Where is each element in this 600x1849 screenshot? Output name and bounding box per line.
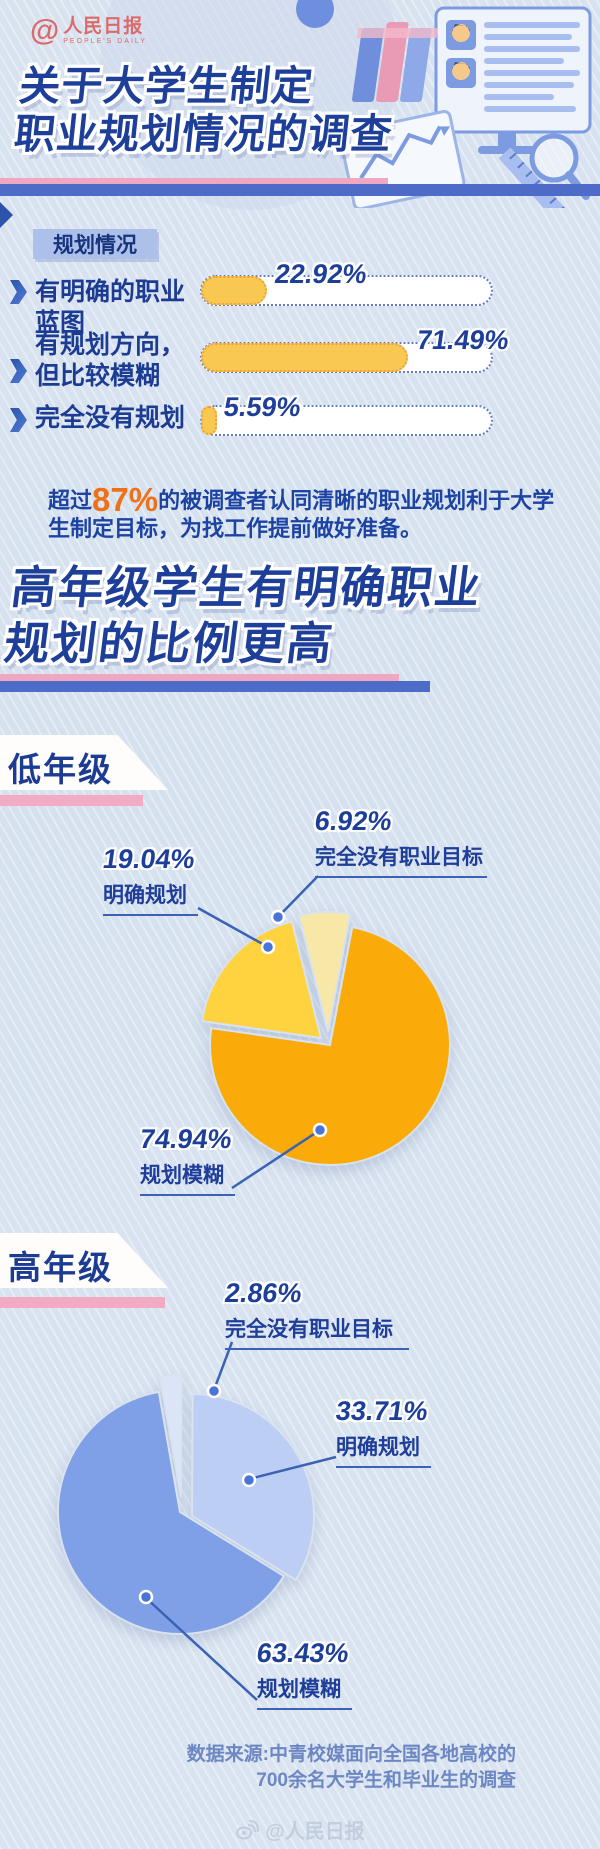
- bar-track: [200, 275, 493, 306]
- status-badge: 规划情况: [33, 229, 157, 259]
- section-divider-blue: [0, 681, 430, 692]
- monitor-icon: [434, 6, 592, 154]
- bar-row: 有明确的职业蓝图 22.92%: [0, 259, 600, 337]
- pie-value: 6.92%: [312, 806, 394, 836]
- group-underline-senior: [0, 1297, 165, 1308]
- pie-slice-name: 完全没有职业目标: [315, 846, 483, 869]
- logo-name: 人民日报: [63, 16, 144, 37]
- bar-row: 完全没有规划 5.59%: [0, 392, 600, 464]
- pie-value: 33.71%: [333, 1396, 430, 1426]
- pie-value: 74.94%: [137, 1124, 234, 1154]
- callout-text: 超过87%的被调查者认同清晰的职业规划利于大学生制定目标，为找工作提前做好准备。: [48, 483, 563, 543]
- pie-value: 63.43%: [254, 1638, 351, 1668]
- header-illustration: [338, 6, 592, 208]
- callout-highlight: 87%: [92, 481, 159, 518]
- bar-track: [200, 405, 493, 436]
- section-heading-line1: 高年级学生有明确职业: [8, 562, 485, 613]
- group-label-junior: 低年级: [0, 735, 168, 790]
- pie-chart-junior: [201, 911, 451, 1166]
- group-label-senior-text: 高年级: [8, 1249, 113, 1286]
- pie-label-junior-vague: 74.94% 规划模糊: [137, 1124, 235, 1196]
- group-underline-junior: [0, 795, 143, 806]
- pie-label-junior-none: 6.92% 完全没有职业目标: [312, 806, 487, 878]
- pie-label-senior-none: 2.86% 完全没有职业目标: [222, 1278, 409, 1350]
- pie-slice-name: 明确规划: [336, 1436, 420, 1459]
- watermark: @人民日报: [0, 1815, 600, 1844]
- pie-label-senior-clear: 33.71% 明确规划: [333, 1396, 431, 1468]
- weibo-icon: [236, 1819, 260, 1839]
- chevron-right-icon: [10, 408, 27, 432]
- watermark-text: @人民日报: [265, 1821, 365, 1843]
- header-divider-blue: [0, 184, 600, 196]
- logo-at-icon: @: [30, 14, 60, 47]
- bar-row-label: 有明确的职业蓝图: [35, 277, 205, 339]
- pie-slice-name: 明确规划: [103, 884, 187, 907]
- pie-value: 2.86%: [222, 1278, 304, 1308]
- bar-value-label: 71.49%: [415, 325, 512, 355]
- section-heading-line2: 规划的比例更高: [1, 618, 337, 669]
- page-title-line1: 关于大学生制定: [17, 63, 316, 109]
- edge-chevron-icon: [0, 202, 13, 228]
- bar-row-label-line: 有规划方向，: [35, 331, 186, 359]
- bar-row-label: 完全没有规划: [35, 403, 205, 434]
- callout-prefix: 超过: [48, 488, 93, 513]
- data-source: 数据来源:中青校媒面向全国各地高校的 700余名大学生和毕业生的调查: [160, 1742, 516, 1794]
- pie-slice-name: 完全没有职业目标: [225, 1318, 393, 1341]
- bar-value-label: 5.59%: [222, 392, 304, 422]
- books-icon: [352, 22, 439, 102]
- bar-row-label-line: 完全没有规划: [35, 404, 186, 432]
- pie-slice: [158, 1374, 183, 1498]
- callout-suffix: 的被调查者认同清晰的职业规划利于大学生制定目标，为找工作提前做好准备。: [48, 488, 555, 541]
- pie-slice: [209, 925, 451, 1166]
- pie-chart-senior: [57, 1374, 315, 1635]
- bar-fill: [201, 276, 268, 305]
- pie-value: 19.04%: [100, 844, 197, 874]
- data-source-line1: 数据来源:中青校媒面向全国各地高校的: [186, 1744, 516, 1765]
- section-divider-pink: [0, 674, 399, 682]
- page-title-line2: 职业规划情况的调查: [12, 111, 395, 157]
- bar-track: [200, 342, 493, 373]
- bar-value-label: 22.92%: [273, 259, 369, 289]
- pie-slice-name: 规划模糊: [257, 1678, 341, 1701]
- bar-fill: [201, 343, 408, 372]
- peoples-daily-logo: @ 人民日报 PEOPLE'S DAILY: [30, 16, 147, 46]
- data-source-line2: 700余名大学生和毕业生的调查: [256, 1770, 516, 1791]
- page-title: 关于大学生制定 职业规划情况的调查: [12, 62, 400, 158]
- section-heading: 高年级学生有明确职业 规划的比例更高: [1, 560, 485, 672]
- pie-slice-name: 规划模糊: [140, 1164, 224, 1187]
- pie-slice: [201, 920, 323, 1040]
- bar-row-label-line: 有明确的职业蓝图: [35, 278, 186, 337]
- pie-label-senior-vague: 63.43% 规划模糊: [254, 1638, 352, 1710]
- chevron-right-icon: [10, 280, 27, 304]
- bar-fill: [201, 406, 218, 435]
- header-divider-pink: [0, 178, 388, 185]
- bar-row: 有规划方向， 但比较模糊 71.49%: [0, 325, 600, 401]
- chevron-right-icon: [10, 359, 27, 383]
- bar-row-label-line: 但比较模糊: [35, 362, 161, 390]
- bar-row-label: 有规划方向， 但比较模糊: [35, 330, 205, 392]
- group-label-junior-text: 低年级: [8, 751, 113, 788]
- logo-subtitle: PEOPLE'S DAILY: [63, 38, 147, 45]
- pie-label-junior-clear: 19.04% 明确规划: [100, 844, 198, 916]
- group-label-senior: 高年级: [0, 1233, 168, 1288]
